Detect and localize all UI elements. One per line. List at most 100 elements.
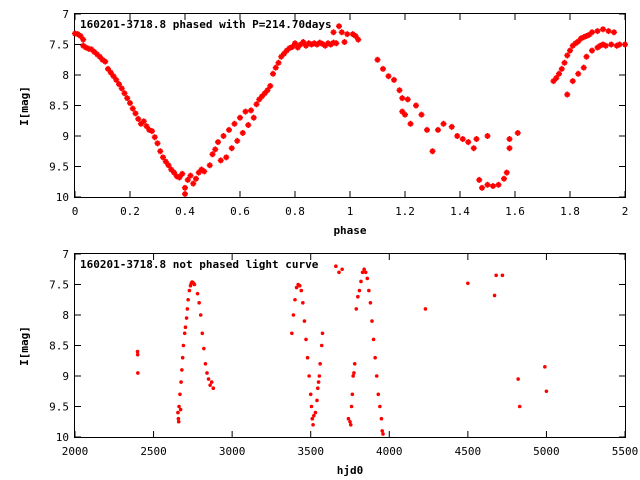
phased-data-point [237,114,243,121]
phased-data-point [303,42,309,49]
unphased-data-point [176,410,180,415]
phased-x-tick-label: 1.2 [395,205,415,218]
unphased-data-point [517,404,522,409]
phased-data-point [281,50,287,57]
unphased-data-point [315,398,319,403]
phased-data-point [206,162,213,169]
unphased-data-point [178,392,182,397]
unphased-data-point [354,307,359,311]
phased-data-point [121,90,128,97]
phased-data-point [223,154,230,161]
unphased-data-point [318,362,322,366]
unphased-data-point [316,380,321,384]
unphased-data-point [543,365,547,369]
phased-data-point [594,28,601,35]
phased-data-point [80,42,87,49]
phased-data-point [622,41,628,48]
unphased-data-point [312,413,316,418]
unphased-data-point [176,416,181,421]
unphased-y-tick-label: 7 [62,248,69,261]
unphased-data-point [311,423,315,427]
unphased-data-point [208,383,212,387]
unphased-data-point [349,404,354,409]
phased-data-point [558,65,565,72]
unphased-x-tick-label: 4500 [455,445,482,458]
unphased-data-point [293,297,297,302]
unphased-axis-ticks: 2000 2500 3000 3500 4000 4500 5000 5500 7 7.5 8 8.5… [49,248,638,458]
phased-data-point [355,36,362,43]
phased-data-point [105,65,111,72]
phased-data-point [465,139,472,146]
unphased-data-point [202,346,206,351]
phased-data-point [440,120,447,127]
unphased-data-point [370,319,374,323]
phased-data-point [272,64,279,71]
unphased-data-point [177,404,181,409]
phased-data-point [572,40,579,47]
phased-data-point [239,129,246,136]
phased-data-point [429,148,436,155]
phased-data-point [212,146,219,153]
unphased-data-point [516,377,520,381]
unphased-data-point [373,355,377,360]
phased-data-point [168,166,175,173]
phased-data-point [613,42,620,49]
phased-data-point [253,101,260,108]
phased-data-point [143,123,150,130]
unphased-data-point [346,416,351,421]
unphased-data-point [305,355,310,360]
phased-data-point [479,184,485,191]
phased-data-point [319,40,326,47]
unphased-data-point [290,331,294,336]
phased-y-tick-label: 10 [56,191,69,204]
phased-data-point [110,73,117,80]
unphased-data-point [182,331,187,336]
phased-data-point [215,139,221,146]
phased-data-point [193,175,199,182]
unphased-data-point [203,362,208,366]
unphased-x-tick-label: 4000 [376,445,403,458]
phased-data-point [102,58,109,65]
phased-data-point [550,78,557,85]
phased-x-tick-label: 0.4 [175,205,195,218]
phased-data-point [506,136,513,143]
phased-data-point [600,26,606,33]
phased-light-curve-chart: 160201-3718.8 phased with P=214.70days p… [18,8,628,237]
phased-data-point [338,29,345,36]
phased-data-point [165,162,172,169]
phased-data-point [597,42,604,49]
unphased-data-point [423,307,428,311]
unphased-data-point [187,288,192,293]
phased-data-point [250,114,257,121]
unphased-data-point [299,288,304,293]
unphased-data-point [200,331,205,336]
phased-data-point [454,133,461,139]
phased-data-point [459,136,466,143]
unphased-x-axis-title: hjd0 [337,464,364,477]
phased-data-point [374,56,381,63]
phased-x-tick-label: 0.6 [230,205,250,218]
phased-data-point [245,122,252,129]
phased-data-point [594,44,601,51]
unphased-data-point [320,331,325,336]
unphased-data-point [544,389,549,394]
phased-data-point [605,28,612,35]
phased-data-point [217,157,224,164]
unphased-data-point [492,293,497,298]
phased-data-point [198,166,205,173]
unphased-data-point [466,281,470,286]
phased-x-tick-label: 0.8 [285,205,305,218]
phased-data-point [195,169,202,176]
phased-data-point [314,41,320,48]
phased-data-point [336,23,342,30]
unphased-x-tick-label: 3500 [297,445,324,458]
unphased-data-point [178,407,183,412]
phased-data-point [231,120,238,127]
unphased-data-point [206,377,211,381]
phased-data-point [283,47,290,54]
phased-x-tick-label: 0.2 [120,205,140,218]
phased-data-point [275,59,282,66]
phased-data-point [176,174,183,181]
unphased-data-point [319,343,324,348]
